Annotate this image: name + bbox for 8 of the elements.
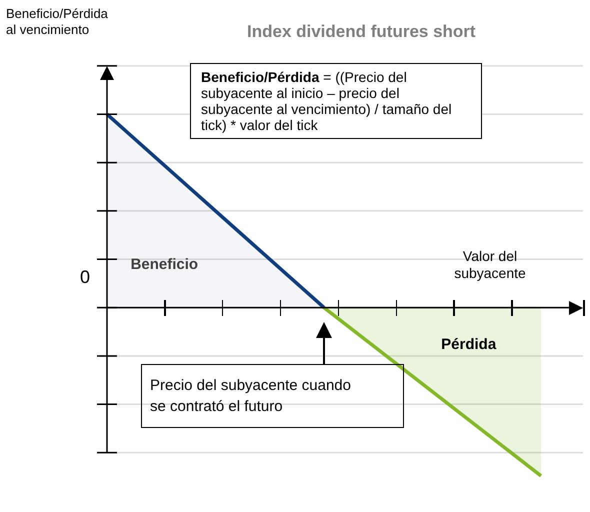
chart-title: Index dividend futures short — [247, 22, 476, 42]
series-label: Pérdida — [441, 336, 497, 353]
x-axis-title: Valor del subyacente — [453, 248, 527, 282]
text: Beneficio/Pérdida al vencimiento — [6, 6, 109, 38]
series-label: Beneficio — [130, 256, 198, 274]
annotation: Precio del subyacente cuando se contrató el futuro — [141, 364, 404, 428]
annotation: Beneficio/Pérdida = ((Precio del subyacente al inicio – precio del subyacente al vencimiento) / tamaño del tick) * valor del tick — [190, 63, 482, 139]
text: 0 — [80, 266, 90, 288]
